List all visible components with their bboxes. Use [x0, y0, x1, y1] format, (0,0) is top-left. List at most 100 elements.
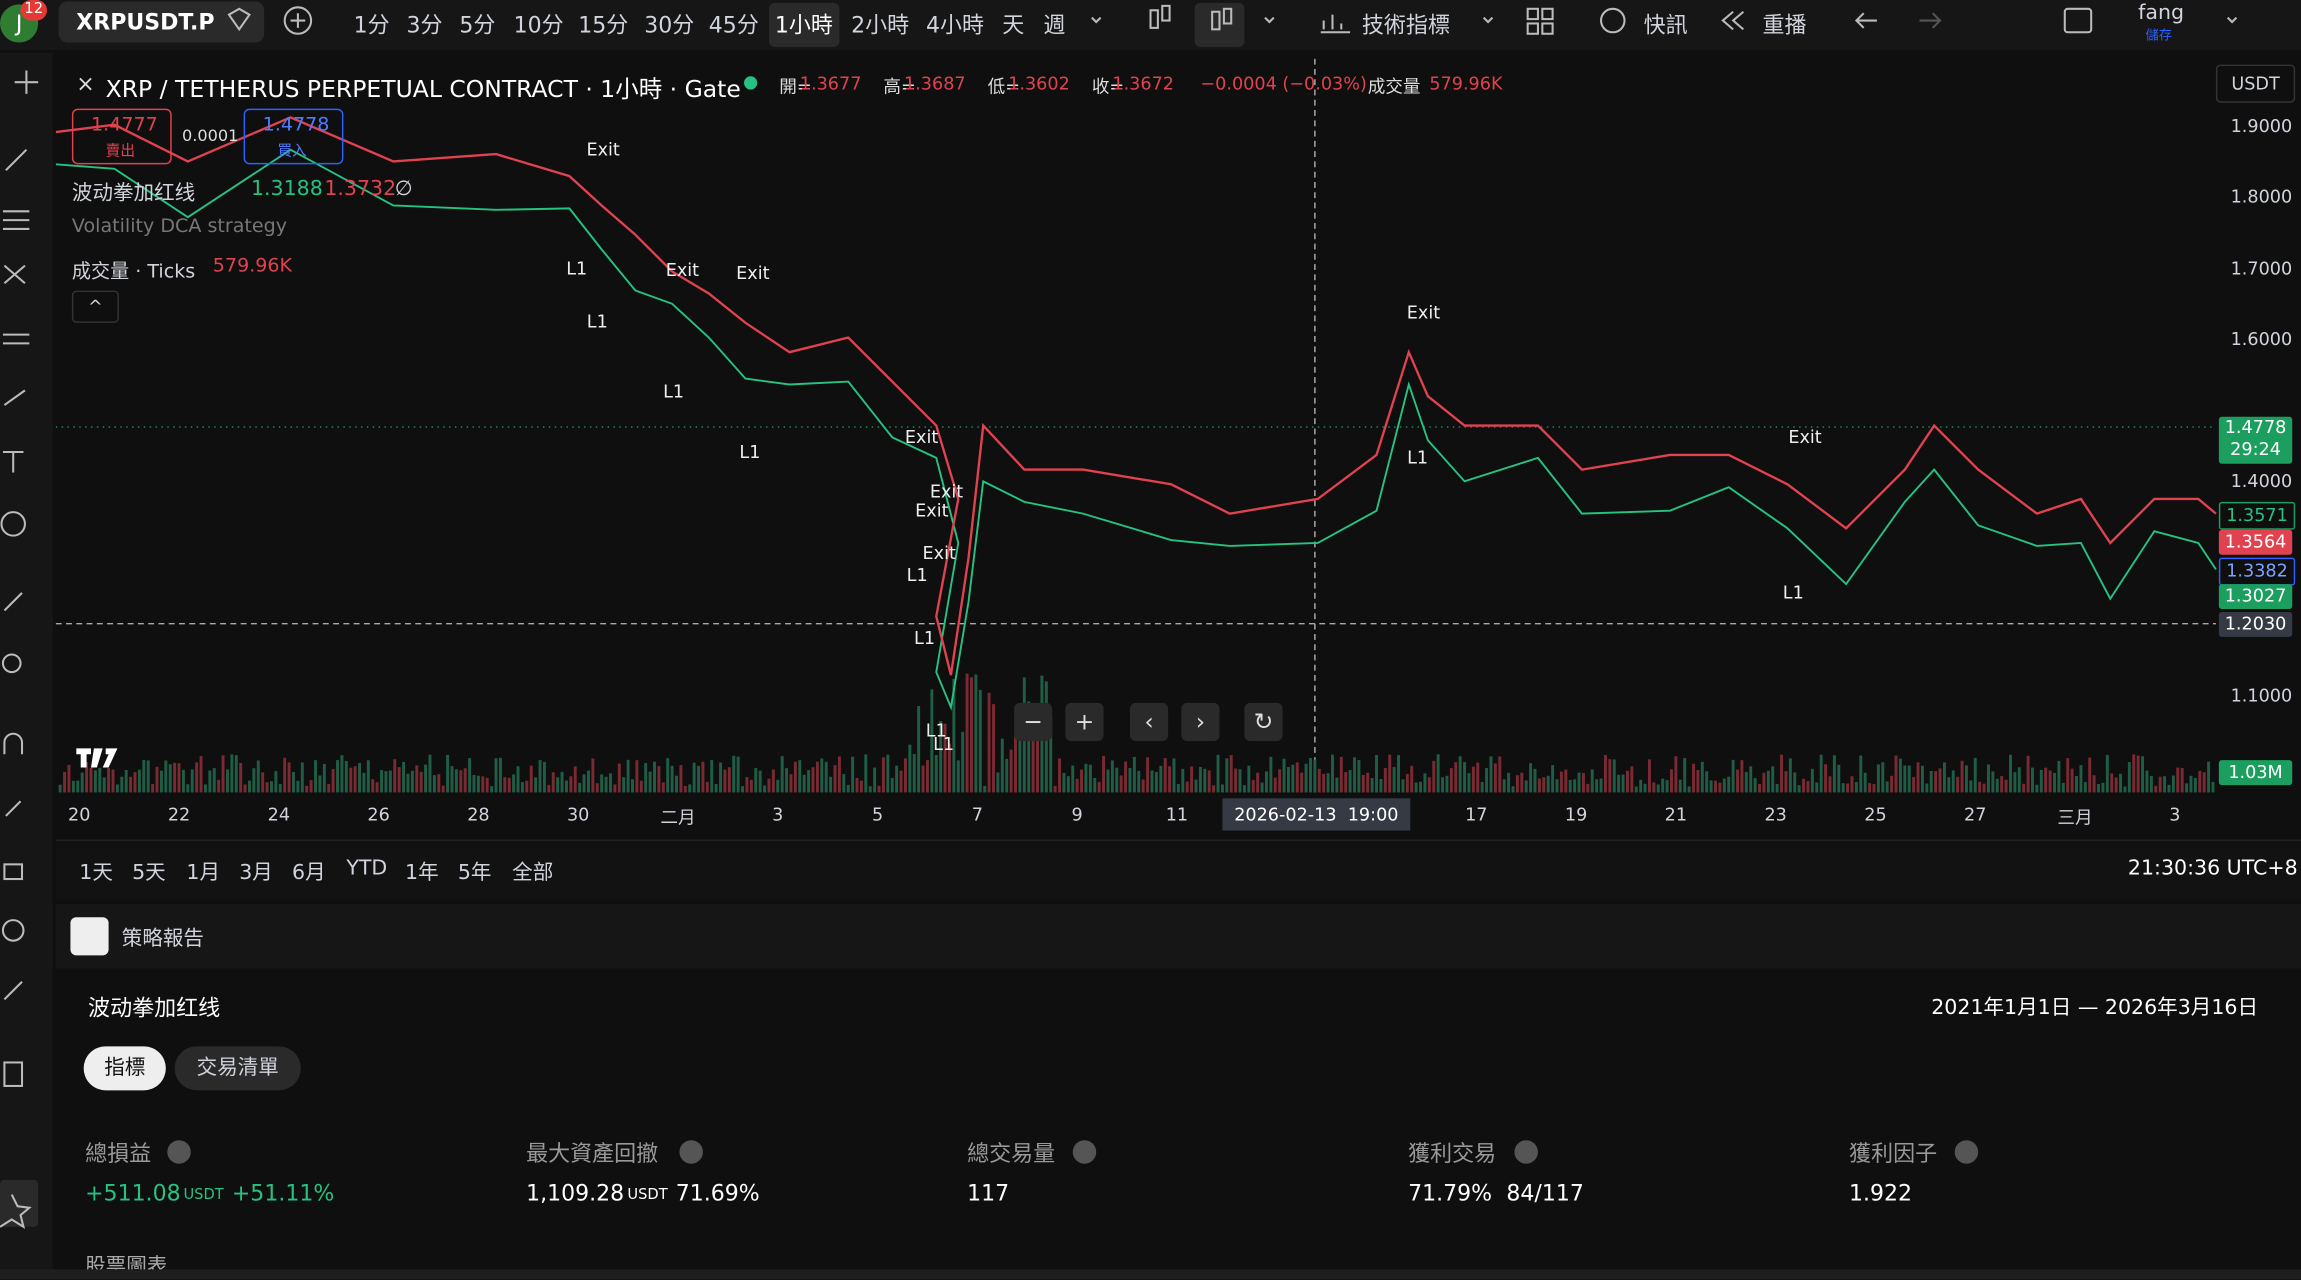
- volume-bar: [384, 771, 388, 793]
- range-button[interactable]: 6月: [292, 861, 326, 885]
- volume-bar: [2158, 776, 2162, 793]
- currency-select[interactable]: USDT: [2215, 64, 2296, 103]
- volume-bar: [2119, 773, 2123, 793]
- interval-button[interactable]: 15分: [578, 11, 629, 39]
- interval-button[interactable]: 週: [1043, 11, 1066, 39]
- interval-button[interactable]: 天: [1002, 11, 1025, 39]
- volume-bar: [1405, 773, 1409, 793]
- buy-price: 1.4778: [262, 114, 330, 137]
- add-icon[interactable]: [283, 6, 313, 35]
- volume-bar: [1194, 779, 1198, 793]
- symbol-box[interactable]: [58, 1, 265, 43]
- report-strategy[interactable]: 波动拳加红线: [88, 994, 221, 1022]
- volume-bar: [569, 776, 573, 793]
- volume-bar: [1819, 754, 1823, 793]
- zoom-button[interactable]: −: [1014, 702, 1053, 742]
- interval-button[interactable]: 3分: [406, 11, 443, 39]
- volume-bar: [2013, 772, 2017, 793]
- volume-bar: [1168, 766, 1172, 793]
- range-button[interactable]: 3月: [239, 861, 273, 885]
- interval-button[interactable]: 5分: [459, 11, 496, 39]
- volume-bar: [613, 784, 617, 793]
- range-button[interactable]: 1月: [186, 861, 221, 885]
- report-tab-trades[interactable]: 交易清單: [174, 1046, 301, 1091]
- range-button[interactable]: 5年: [457, 861, 492, 885]
- interval-button[interactable]: 30分: [644, 11, 695, 39]
- metric-value: 71.79%: [1408, 1179, 1493, 1207]
- strategy-line: [55, 148, 2217, 711]
- zoom-button[interactable]: ›: [1181, 702, 1220, 742]
- range-button[interactable]: 全部: [512, 861, 554, 885]
- trade-marker: L1: [1407, 447, 1429, 469]
- volume-bar: [1027, 701, 1031, 793]
- report-tab[interactable]: 策略報告: [121, 927, 204, 951]
- time-label: 20: [68, 804, 91, 825]
- replay-button[interactable]: 重播: [1762, 11, 1807, 39]
- range-button[interactable]: 1年: [405, 861, 439, 885]
- range-button[interactable]: YTD: [346, 857, 388, 881]
- volume-bar: [912, 754, 916, 793]
- volume-bar: [1507, 772, 1511, 793]
- volume-bar: [1832, 755, 1836, 793]
- interval-button[interactable]: 1小時: [774, 11, 833, 39]
- buy-button[interactable]: [243, 108, 344, 165]
- volume-bar: [248, 780, 251, 793]
- volume-bar: [278, 783, 282, 793]
- interval-button[interactable]: 4小時: [925, 11, 985, 39]
- volume-bar: [375, 782, 379, 793]
- volume-bar: [763, 785, 767, 793]
- user-name[interactable]: fang: [2138, 1, 2185, 25]
- volume-bar: [503, 777, 507, 793]
- price-badge: 1.3564: [2218, 529, 2293, 555]
- time-label: 30: [566, 804, 590, 825]
- date-range[interactable]: 2021年1月1日 — 2026年3月16日: [1931, 996, 2259, 1020]
- volume-bar: [877, 785, 881, 793]
- time-label: 三月: [2057, 807, 2093, 828]
- range-button[interactable]: 1天: [79, 861, 113, 885]
- collapse-button[interactable]: ^: [71, 290, 119, 323]
- zoom-button[interactable]: ↻: [1244, 702, 1283, 742]
- bar-style-icon[interactable]: [1149, 9, 1159, 29]
- indicators-button[interactable]: 技術指標: [1361, 11, 1450, 39]
- interval-button[interactable]: 1分: [353, 11, 390, 39]
- zoom-button[interactable]: +: [1065, 702, 1104, 742]
- volume-bar: [1036, 717, 1039, 793]
- range-button[interactable]: 5天: [132, 861, 166, 885]
- interval-button[interactable]: 45分: [708, 11, 759, 39]
- volume-bar: [542, 761, 546, 793]
- zoom-button[interactable]: ‹: [1129, 702, 1169, 742]
- volume-bar: [1454, 762, 1458, 793]
- fav-icon[interactable]: [227, 7, 251, 32]
- interval-button[interactable]: 2小時: [851, 11, 910, 39]
- volume-bar: [516, 766, 520, 793]
- volume-bar: [230, 754, 234, 793]
- volume-bar: [939, 720, 943, 793]
- volume-bar: [1912, 777, 1916, 793]
- volume-bar: [133, 772, 137, 793]
- volume-bar: [1009, 749, 1013, 793]
- close-icon[interactable]: ×: [76, 70, 95, 97]
- volume-bar: [203, 784, 207, 793]
- volume-bar: [1727, 776, 1731, 793]
- volume-bar: [1652, 782, 1656, 793]
- volume-bar: [1361, 774, 1365, 793]
- volume-bar: [1907, 765, 1911, 793]
- volume-bar: [1942, 762, 1946, 793]
- alerts-button[interactable]: 快訊: [1643, 11, 1688, 39]
- volume-bar: [807, 770, 811, 793]
- volume-bar: [1251, 780, 1255, 793]
- volume-bar: [1383, 767, 1387, 793]
- sell-button[interactable]: [71, 108, 172, 165]
- volume-bar: [644, 763, 648, 793]
- volume-bar: [1163, 758, 1167, 793]
- price-label: 1.7000: [2230, 258, 2293, 279]
- volume-bar: [1436, 754, 1440, 793]
- volume-bar: [1758, 783, 1761, 793]
- interval-button[interactable]: 10分: [513, 11, 564, 39]
- volume-bar: [925, 760, 929, 793]
- volume-bar: [2207, 761, 2211, 793]
- report-tab-metrics[interactable]: 指標: [83, 1046, 166, 1091]
- volume-bar: [1207, 770, 1211, 793]
- volume-bar: [340, 755, 344, 793]
- volume-bar: [1960, 760, 1964, 793]
